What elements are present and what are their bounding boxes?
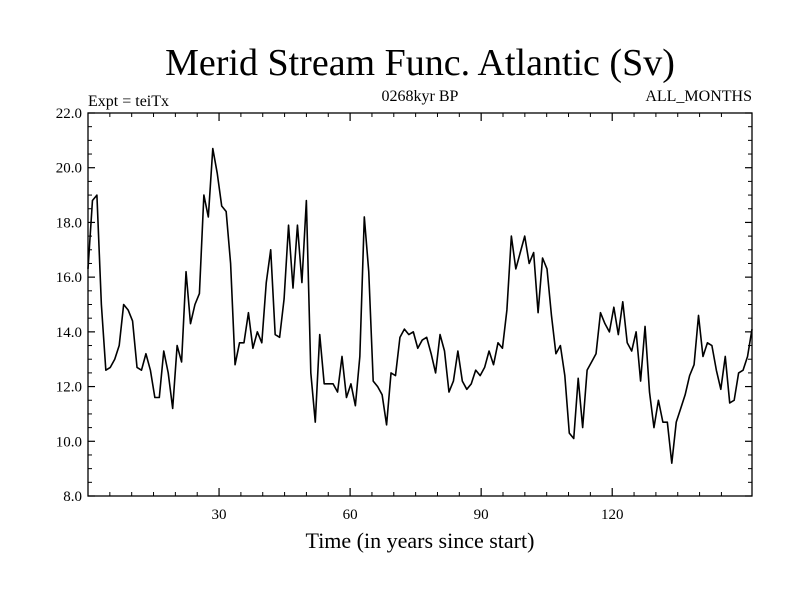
- chart-title: Merid Stream Func. Atlantic (Sv): [165, 42, 675, 84]
- x-tick-label: 60: [343, 507, 358, 523]
- y-tick-label: 16.0: [56, 270, 82, 286]
- y-tick-label: 12.0: [56, 380, 82, 396]
- months-label: ALL_MONTHS: [645, 88, 752, 105]
- x-axis-label: Time (in years since start): [306, 528, 535, 553]
- x-axis: 30 60 90 120: [109, 113, 722, 523]
- x-tick-label: 30: [212, 507, 227, 523]
- series-line: [87, 147, 753, 464]
- experiment-label: Expt = teiTx: [88, 93, 169, 110]
- y-axis: 8.0 10.0 12.0 14.0 16.0 18.0 20.0 22.0: [56, 106, 752, 505]
- y-tick-label: 10.0: [56, 434, 82, 450]
- series-layer: [87, 147, 753, 464]
- y-tick-label: 8.0: [63, 489, 82, 505]
- y-tick-label: 14.0: [56, 325, 82, 341]
- y-tick-label: 20.0: [56, 161, 82, 177]
- x-tick-label: 120: [601, 507, 624, 523]
- y-tick-label: 18.0: [56, 215, 82, 231]
- period-label: 0268kyr BP: [382, 88, 459, 105]
- x-tick-label: 90: [474, 507, 489, 523]
- y-tick-label: 22.0: [56, 106, 82, 122]
- plot-frame: [87, 112, 753, 497]
